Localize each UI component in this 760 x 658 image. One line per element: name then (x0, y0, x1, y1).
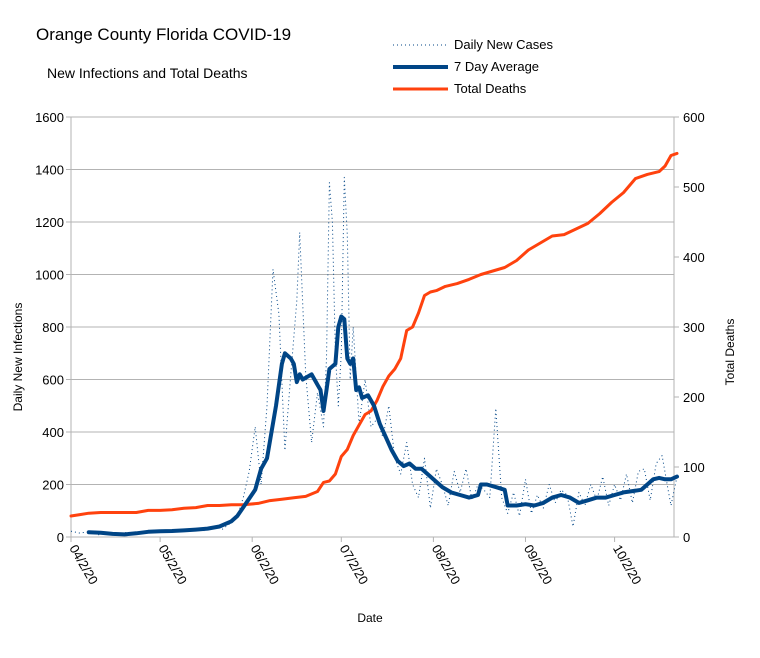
x-tick-label: 05/2/20 (156, 542, 191, 587)
legend-label-daily: Daily New Cases (454, 37, 553, 52)
chart-title: Orange County Florida COVID-19 (36, 25, 291, 44)
y-tick-label: 1400 (35, 163, 64, 178)
x-axis-ticks: 04/2/20 05/2/20 06/2/20 07/2/20 08/2/20 09/2/… (66, 537, 645, 587)
x-tick-label: 10/2/20 (610, 542, 645, 587)
right-axis-ticks: 0 100 200 300 400 500 600 (674, 110, 705, 545)
y-tick-label: 600 (42, 373, 64, 388)
y-tick-label: 1600 (35, 110, 64, 125)
y-axis-label: Daily New Infections (11, 303, 25, 412)
y-tick-label: 0 (57, 530, 64, 545)
x-tick-label: 06/2/20 (248, 542, 283, 587)
gridlines (71, 116, 674, 538)
y-tick-label: 800 (42, 320, 64, 335)
series-daily-new-cases (70, 176, 678, 536)
y2-tick-label: 100 (683, 460, 705, 475)
series-7-day-average (86, 314, 679, 537)
y2-tick-label: 300 (683, 320, 705, 335)
series-total-deaths (69, 151, 679, 518)
legend-label-avg: 7 Day Average (454, 59, 539, 74)
y-tick-label: 200 (42, 478, 64, 493)
y2-tick-label: 0 (683, 530, 690, 545)
y2-tick-label: 500 (683, 180, 705, 195)
y-tick-label: 1000 (35, 268, 64, 283)
x-tick-label: 07/2/20 (337, 542, 372, 587)
left-axis-ticks: 0 200 400 600 800 1000 1200 1400 1600 (35, 110, 71, 545)
y2-tick-label: 400 (683, 250, 705, 265)
x-tick-label: 08/2/20 (429, 542, 464, 587)
y2-axis-label: Total Deaths (723, 319, 737, 386)
legend: Daily New Cases 7 Day Average Total Deat… (393, 37, 553, 96)
y2-tick-label: 200 (683, 390, 705, 405)
y-tick-label: 1200 (35, 215, 64, 230)
y-tick-label: 400 (42, 425, 64, 440)
x-axis-label: Date (357, 611, 383, 625)
legend-label-deaths: Total Deaths (454, 81, 527, 96)
x-tick-label: 04/2/20 (66, 542, 101, 587)
y2-tick-label: 600 (683, 110, 705, 125)
series-layer (69, 151, 679, 537)
chart-subtitle: New Infections and Total Deaths (47, 65, 248, 81)
x-tick-label: 09/2/20 (521, 542, 556, 587)
